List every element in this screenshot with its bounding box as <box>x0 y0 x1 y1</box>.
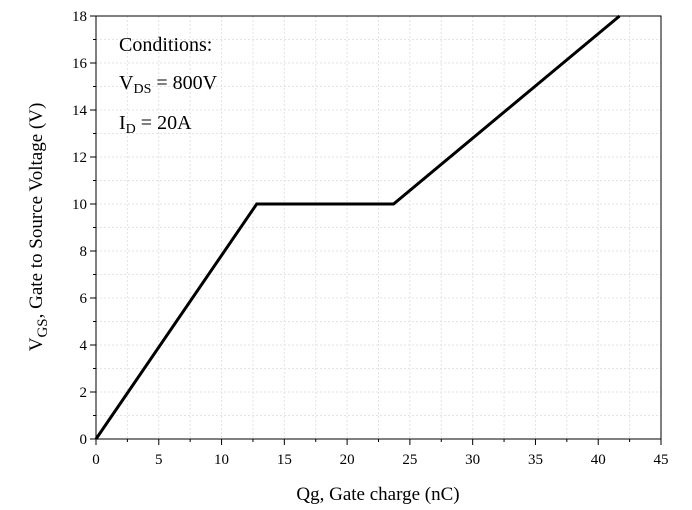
y-tick-label: 4 <box>80 338 88 354</box>
x-tick-labels: 0 5 10 15 20 25 30 35 40 45 <box>92 452 668 468</box>
conditions-heading: Conditions: <box>119 34 212 56</box>
y-axis-title-sub: GS <box>35 318 51 337</box>
x-tick-label: 40 <box>591 452 606 468</box>
y-tick-label: 0 <box>80 432 88 448</box>
series-line <box>94 14 621 440</box>
conditions-id: ID = 20A <box>119 112 192 137</box>
y-tick-label: 14 <box>72 103 88 119</box>
y-tick-label: 2 <box>80 385 88 401</box>
y-tick-label: 10 <box>72 197 87 213</box>
y-axis-title: VGS, Gate to Source Voltage (V) <box>26 103 51 352</box>
y-axis-title-main: V <box>26 337 47 351</box>
x-tick-label: 20 <box>340 452 355 468</box>
conditions-annotation: Conditions: VDS = 800V ID = 20A <box>119 34 218 137</box>
series-layer <box>94 14 621 440</box>
conditions-id-rest: = 20A <box>136 112 192 134</box>
y-tick-label: 6 <box>80 291 88 307</box>
y-axis-title-rest: , Gate to Source Voltage (V) <box>26 103 47 319</box>
x-tick-label: 25 <box>402 452 417 468</box>
y-tick-label: 16 <box>72 56 88 72</box>
y-tick-label: 8 <box>80 244 88 260</box>
conditions-vds-main: V <box>119 72 134 94</box>
conditions-id-sub: D <box>126 122 136 137</box>
x-tick-label: 5 <box>155 452 163 468</box>
x-axis-title: Qg, Gate charge (nC) <box>296 484 459 505</box>
x-tick-label: 45 <box>654 452 669 468</box>
x-tick-label: 35 <box>528 452 543 468</box>
x-tick-label: 30 <box>465 452 480 468</box>
conditions-vds: VDS = 800V <box>119 72 218 97</box>
y-tick-label: 18 <box>72 9 87 25</box>
x-tick-label: 10 <box>214 452 229 468</box>
conditions-vds-rest: = 800V <box>151 72 217 94</box>
conditions-vds-sub: DS <box>133 82 151 97</box>
conditions-id-main: I <box>119 112 126 134</box>
x-tick-label: 15 <box>277 452 292 468</box>
grid-lines <box>96 16 661 439</box>
y-tick-label: 12 <box>72 150 87 166</box>
y-tick-labels: 0 2 4 6 8 10 12 14 16 18 <box>72 9 88 448</box>
axis-ticks <box>90 15 662 445</box>
x-tick-label: 0 <box>92 452 100 468</box>
